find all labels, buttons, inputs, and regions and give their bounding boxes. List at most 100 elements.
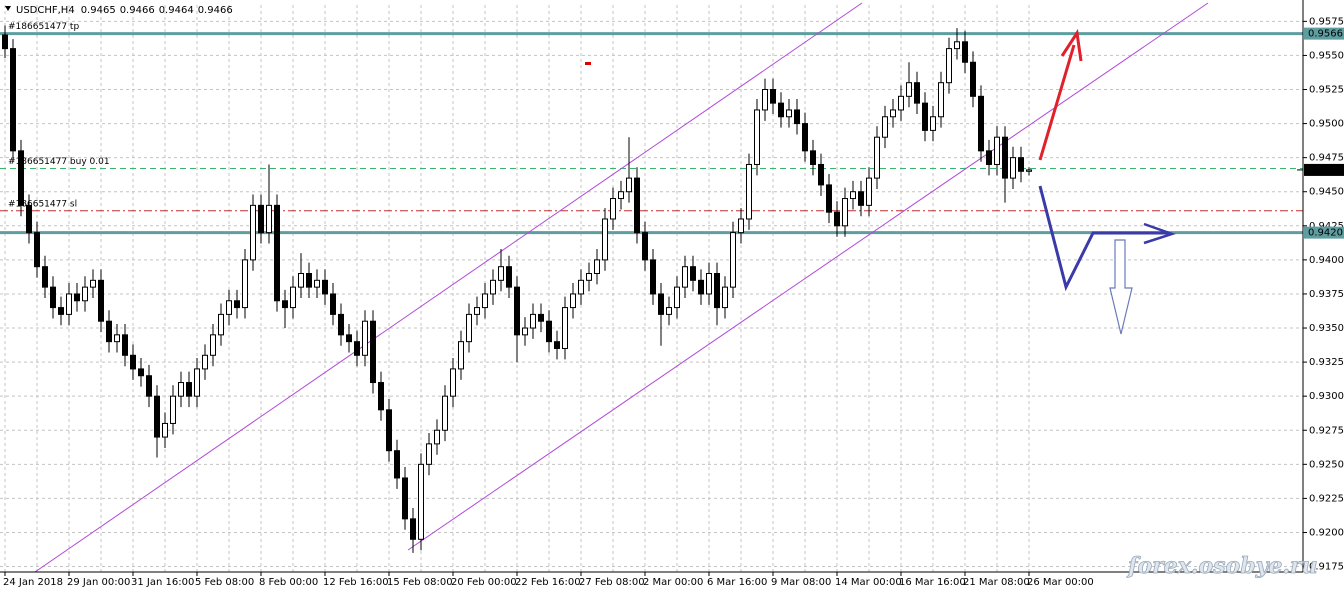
candle-body <box>586 273 592 281</box>
candle-body <box>858 191 864 206</box>
candle-body <box>1026 169 1032 172</box>
candle-body <box>2 34 8 50</box>
candle-body <box>618 191 624 200</box>
y-tick-label: 0.9275 <box>1309 425 1344 436</box>
y-tick-label: 0.9575 <box>1309 16 1344 27</box>
candle-body <box>794 109 800 125</box>
candle-body <box>746 163 752 220</box>
y-tick-label: 0.9475 <box>1309 153 1344 164</box>
y-tick-label: 0.9325 <box>1309 357 1344 368</box>
candle-body <box>474 307 480 315</box>
candle-body <box>34 232 40 268</box>
up-arrow-head <box>1060 28 1083 62</box>
candle-body <box>866 177 872 206</box>
y-tick-label: 0.9350 <box>1309 323 1344 334</box>
candle-body <box>10 48 16 152</box>
x-tick-label: 12 Feb 16:00 <box>323 577 389 588</box>
candle-body <box>458 341 464 370</box>
forecast-arrows <box>1038 28 1176 335</box>
candle-body <box>450 368 456 397</box>
candle-body <box>506 266 512 288</box>
candle-body <box>906 82 912 97</box>
candle-body <box>234 300 240 309</box>
candle-body <box>178 382 184 397</box>
down-hollow-arrow <box>1109 239 1133 335</box>
candle-body <box>786 109 792 118</box>
candle-body <box>290 286 296 309</box>
y-tick-label: 0.9425 <box>1309 221 1344 232</box>
candle-body <box>770 89 776 104</box>
candle-body <box>962 41 968 63</box>
candle-body <box>818 163 824 186</box>
candle-body <box>698 279 704 295</box>
y-tick-label: 0.9450 <box>1309 187 1344 198</box>
candle-body <box>674 286 680 309</box>
y-tick-label: 0.9525 <box>1309 85 1344 96</box>
candle-body <box>154 395 160 438</box>
y-tick-label: 0.9550 <box>1309 50 1344 61</box>
candle-body <box>882 116 888 138</box>
quote-open: 0.9465 <box>81 5 116 16</box>
candle-body <box>322 279 328 295</box>
header: USDCHF,H4 0.9465 0.9466 0.9464 0.9466 <box>16 5 233 16</box>
candle-body <box>610 198 616 220</box>
candle-body <box>658 293 664 315</box>
symbol: USDCHF,H4 <box>16 5 75 16</box>
quote-high: 0.9466 <box>120 5 155 16</box>
candle-body <box>106 320 112 343</box>
candle-body <box>298 273 304 288</box>
last-price-tag <box>1304 163 1344 176</box>
candle-body <box>66 293 72 315</box>
candle-body <box>50 286 56 309</box>
watermark: forex.osobye.ru <box>1126 553 1318 579</box>
candle-body <box>650 259 656 295</box>
candle-body <box>74 293 80 302</box>
candle-body <box>122 334 128 356</box>
candle-body <box>186 382 192 397</box>
candle-body <box>714 273 720 309</box>
candle-body <box>970 61 976 97</box>
candle-body <box>490 279 496 295</box>
candle-body <box>514 286 520 336</box>
candle-body <box>90 279 96 288</box>
candle-body <box>42 266 48 288</box>
candle-body <box>834 211 840 227</box>
levels: #186651477 tp #186651477 buy 0.01 #1866514… <box>0 22 1303 235</box>
candle-body <box>170 395 176 424</box>
x-tick-label: 26 Mar 00:00 <box>1027 577 1094 588</box>
x-tick-label: 20 Feb 00:00 <box>451 577 517 588</box>
candle-body <box>1002 136 1008 179</box>
candle-body <box>26 204 32 234</box>
candle-body <box>250 204 256 261</box>
candle-body <box>378 382 384 411</box>
down-path-head <box>1143 222 1176 245</box>
candle-body <box>802 123 808 152</box>
candle-body <box>394 450 400 479</box>
candle-body <box>898 95 904 111</box>
candle-body <box>466 313 472 343</box>
candle-body <box>602 218 608 261</box>
candle-body <box>242 259 248 309</box>
price-tag <box>1304 27 1344 40</box>
candle-body <box>978 95 984 152</box>
candle-body <box>258 204 264 234</box>
x-tick-label: 16 Mar 16:00 <box>899 577 966 588</box>
candle-body <box>282 300 288 309</box>
candle-body <box>730 232 736 288</box>
candle-body <box>266 204 272 234</box>
candle-body <box>530 313 536 329</box>
candle-body <box>578 279 584 295</box>
candle-body <box>434 429 440 445</box>
y-tick-label: 0.9375 <box>1309 289 1344 300</box>
candle-body <box>522 327 528 336</box>
candle-body <box>850 191 856 200</box>
candle-body <box>994 136 1000 165</box>
header-icon <box>5 6 11 11</box>
candle-body <box>762 89 768 111</box>
candle-body <box>538 313 544 322</box>
channel-line <box>407 2 1209 551</box>
down-path <box>1038 185 1168 292</box>
candle-body <box>130 354 136 370</box>
